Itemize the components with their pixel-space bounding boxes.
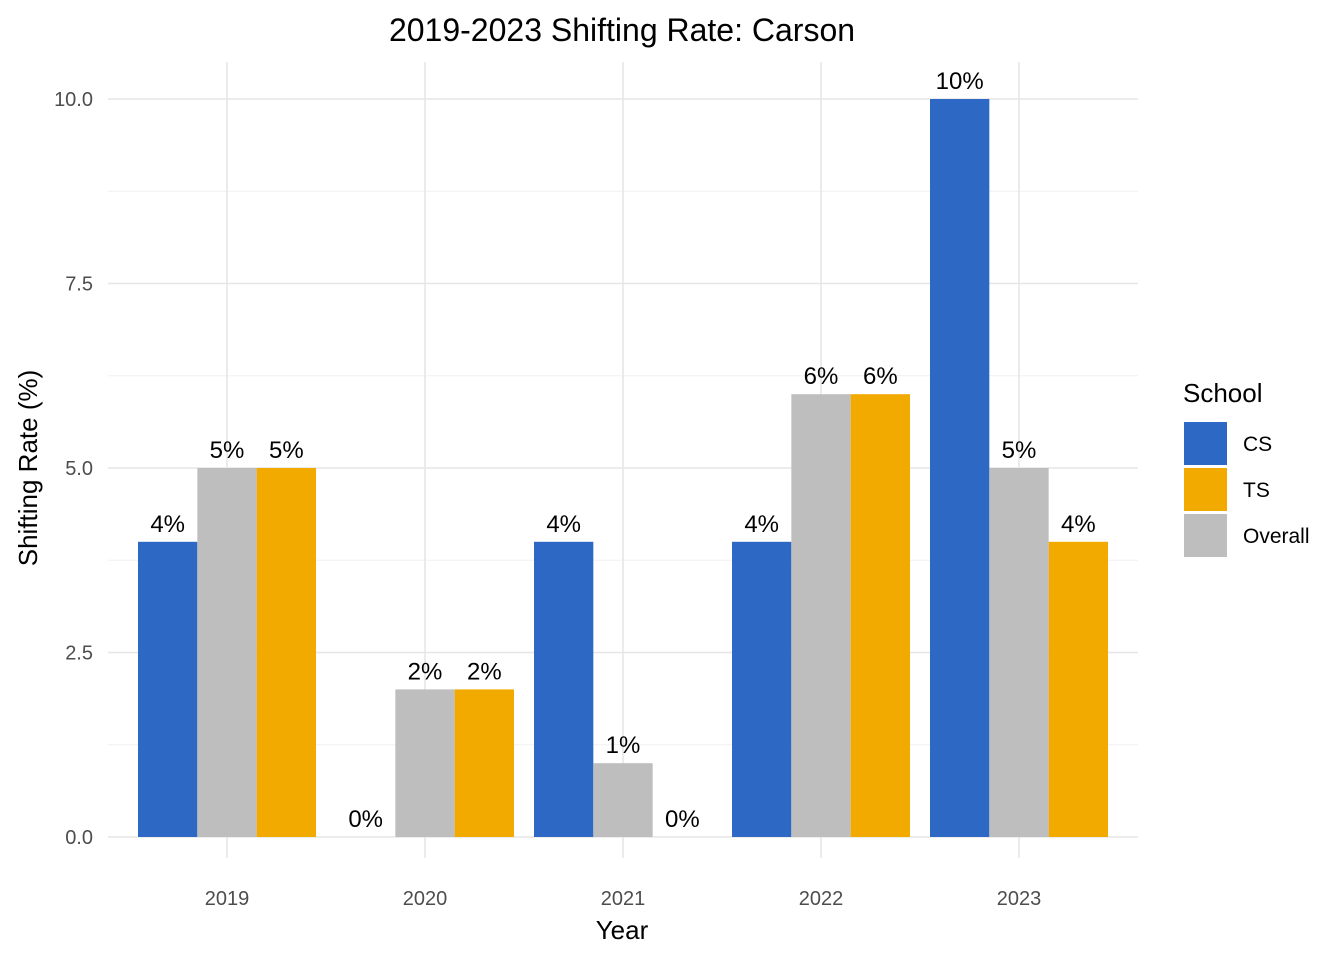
bar-overall-2019 [197,468,257,837]
bar-cs-2021 [534,541,594,837]
data-label-overall-2023: 5% [1002,437,1037,464]
data-label-cs-2019: 4% [150,511,185,538]
legend-label-ts: TS [1243,479,1270,502]
data-label-cs-2020: 0% [348,806,383,833]
legend-key-cs [1184,422,1227,465]
bar-overall-2020 [395,689,455,837]
data-label-cs-2021: 4% [546,511,581,538]
bar-cs-2019 [138,541,198,837]
x-tick-label: 2019 [205,888,250,910]
y-tick-label: 2.5 [65,643,93,665]
y-tick-label: 10.0 [54,89,93,111]
y-tick-label: 5.0 [65,458,93,480]
legend-key-overall [1184,514,1227,557]
bar-overall-2021 [593,763,653,837]
legend-key-ts [1184,468,1227,511]
legend-label-overall: Overall [1243,525,1310,548]
data-label-ts-2023: 4% [1061,511,1096,538]
x-tick-label: 2020 [403,888,448,910]
bar-ts-2022 [850,394,910,837]
data-label-overall-2021: 1% [606,732,641,759]
data-labels-group: 4% 5% 5% 0% 2% 2% 4% 1% 0% 4% 6% 6% 10% 5% 4% [150,68,1095,833]
legend: School CS TS Overall [1183,378,1310,557]
y-axis-title: Shifting Rate (%) [13,370,43,567]
bar-ts-2019 [256,468,316,837]
y-axis-ticks: 0.0 2.5 5.0 7.5 10.0 [54,89,93,849]
data-label-cs-2023: 10% [936,68,984,95]
data-label-overall-2019: 5% [210,437,245,464]
x-axis-title: Year [596,915,649,945]
data-label-ts-2021: 0% [665,806,700,833]
bar-ts-2023 [1048,541,1108,837]
bar-cs-2022 [732,541,792,837]
bar-ts-2020 [454,689,514,837]
data-label-ts-2022: 6% [863,363,898,390]
bar-overall-2022 [791,394,851,837]
x-tick-label: 2022 [799,888,844,910]
legend-title: School [1183,378,1263,408]
legend-label-cs: CS [1243,433,1272,456]
y-tick-label: 0.0 [65,827,93,849]
x-tick-label: 2021 [601,888,646,910]
data-label-cs-2022: 4% [744,511,779,538]
data-label-ts-2019: 5% [269,437,304,464]
bars-group [138,99,1108,837]
bar-overall-2023 [989,468,1049,837]
x-axis-ticks: 2019 2020 2021 2022 2023 [205,888,1042,910]
data-label-overall-2020: 2% [408,658,443,685]
chart-title: 2019-2023 Shifting Rate: Carson [389,12,855,48]
data-label-ts-2020: 2% [467,658,502,685]
x-tick-label: 2023 [997,888,1042,910]
data-label-overall-2022: 6% [804,363,839,390]
y-tick-label: 7.5 [65,274,93,296]
bar-cs-2023 [930,99,990,837]
